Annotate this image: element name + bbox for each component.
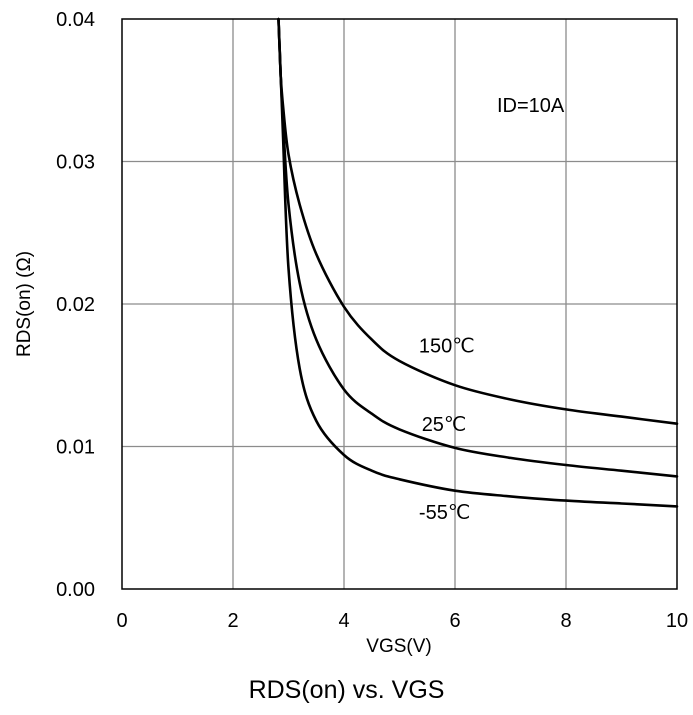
y-tick-label: 0.00 xyxy=(56,579,95,601)
x-tick-label: 6 xyxy=(449,610,460,632)
x-tick-label: 0 xyxy=(116,610,127,632)
y-tick-label: 0.02 xyxy=(56,294,95,316)
y-axis-label: RDS(on) (Ω) xyxy=(14,251,35,357)
x-axis-label: VGS(V) xyxy=(366,636,431,657)
y-tick-label: 0.04 xyxy=(56,9,95,31)
x-tick-labels: 0 2 4 6 8 10 xyxy=(116,610,688,632)
grid xyxy=(122,19,677,589)
series-line-2 xyxy=(277,17,679,508)
y-tick-label: 0.03 xyxy=(56,152,95,174)
curves xyxy=(277,17,679,508)
plot-frame xyxy=(121,18,678,590)
series-labels: 150℃ 25℃ -55℃ xyxy=(419,335,475,524)
series-line-0 xyxy=(277,17,679,425)
x-tick-label: 10 xyxy=(666,610,688,632)
y-tick-labels: 0.00 0.01 0.02 0.03 0.04 xyxy=(56,9,95,601)
y-tick-label: 0.01 xyxy=(56,437,95,459)
series-label: 150℃ xyxy=(419,335,475,357)
chart-title: RDS(on) vs. VGS xyxy=(248,676,445,704)
x-tick-label: 8 xyxy=(560,610,571,632)
x-tick-label: 4 xyxy=(338,610,349,632)
series-label: -55℃ xyxy=(419,502,470,524)
series-line-1 xyxy=(277,17,679,478)
series-label: 25℃ xyxy=(422,414,467,436)
x-tick-label: 2 xyxy=(227,610,238,632)
condition-label: ID=10A xyxy=(497,95,565,117)
